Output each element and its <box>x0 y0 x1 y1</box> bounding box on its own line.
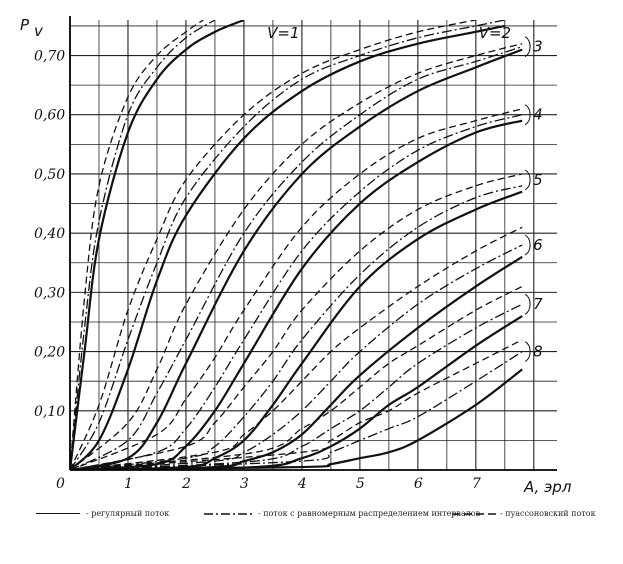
legend-solid-swatch <box>36 513 80 514</box>
series-line-6-dashed <box>70 226 523 470</box>
series-line-3-solid <box>70 48 523 470</box>
curve-label-brace <box>524 293 531 315</box>
series-line-4-solid <box>70 119 523 470</box>
series-line-7-dashed <box>70 285 523 470</box>
curve-label-brace <box>524 341 531 363</box>
x-axis-label: A, эрл <box>523 478 572 496</box>
legend-dashdot-swatch <box>204 512 254 515</box>
legend-item-regular: - регулярный поток <box>36 509 169 518</box>
curve-label: 5 <box>533 171 543 189</box>
series-line-V1-dashdot <box>70 20 216 470</box>
series-line-7-dashdot <box>70 303 523 470</box>
legend-item-poisson: - пуассоновский поток <box>452 509 596 518</box>
curve-label: 3 <box>533 38 543 56</box>
axes <box>69 16 557 471</box>
grid <box>69 20 557 471</box>
curve-label: 4 <box>533 106 543 124</box>
y-axis-label-subscript: v <box>34 22 44 40</box>
series-group <box>70 20 523 470</box>
series-line-V2-solid <box>70 24 506 470</box>
x-tick-label: 4 <box>297 476 307 492</box>
curve-labels: V=1 V=2 3 4 5 6 7 8 <box>267 24 543 363</box>
series-line-V2-dashed <box>70 20 476 470</box>
curve-label-brace <box>524 169 531 191</box>
x-tick-label: 7 <box>472 476 481 492</box>
legend-label-regular: - регулярный поток <box>86 509 170 518</box>
series-line-8-dashdot <box>70 351 523 470</box>
series-line-4-dashed <box>70 108 523 470</box>
y-tick-label: 0,60 <box>34 108 65 124</box>
curve-label: 8 <box>533 343 543 361</box>
x-tick-label: 2 <box>181 476 191 492</box>
curve-label: V=2 <box>479 24 511 42</box>
y-tick-label: 0,40 <box>34 226 65 242</box>
curve-label-brace <box>524 36 531 58</box>
x-tick-label: 6 <box>414 476 423 492</box>
curve-label: V=1 <box>267 24 299 42</box>
series-line-3-dashdot <box>70 46 523 470</box>
series-line-8-solid <box>70 368 523 470</box>
y-tick-label: 0,20 <box>34 345 65 361</box>
curve-label: 6 <box>533 236 543 254</box>
tick-labels: 0 1 2 3 4 5 6 7 0,10 0,20 0,30 0,40 0,50 0,60 0,70 <box>34 49 481 492</box>
series-line-6-solid <box>70 255 523 470</box>
y-tick-label: 0,30 <box>34 285 65 301</box>
series-line-V2-dashdot <box>70 20 505 470</box>
series-line-5-dashdot <box>70 185 523 470</box>
legend-label-uniform: - поток с равномерным распределением инт… <box>258 509 481 518</box>
x-tick-label: 1 <box>124 476 133 492</box>
curve-label-brace <box>524 104 531 126</box>
y-tick-label: 0,70 <box>34 49 65 65</box>
x-tick-label: 0 <box>56 476 65 492</box>
legend-item-uniform: - поток с равномерным распределением инт… <box>204 509 480 518</box>
x-tick-label: 3 <box>240 476 249 492</box>
legend-dashed-swatch <box>452 512 496 515</box>
series-line-V1-dashed <box>70 20 204 470</box>
curve-label-brace <box>524 234 531 256</box>
x-tick-label: 5 <box>356 476 365 492</box>
y-axis-label: P <box>20 16 30 34</box>
curve-label: 7 <box>533 295 543 313</box>
y-tick-label: 0,10 <box>34 404 65 420</box>
legend: - регулярный поток - поток с равномерным… <box>36 509 616 525</box>
series-line-3-dashed <box>70 43 523 470</box>
series-line-8-dashed <box>70 339 523 470</box>
legend-label-poisson: - пуассоновский поток <box>500 509 596 518</box>
series-line-V1-solid <box>70 20 245 470</box>
series-line-4-dashdot <box>70 114 523 470</box>
series-line-5-dashed <box>70 173 523 470</box>
series-line-6-dashdot <box>70 244 523 470</box>
y-tick-label: 0,50 <box>34 167 65 183</box>
